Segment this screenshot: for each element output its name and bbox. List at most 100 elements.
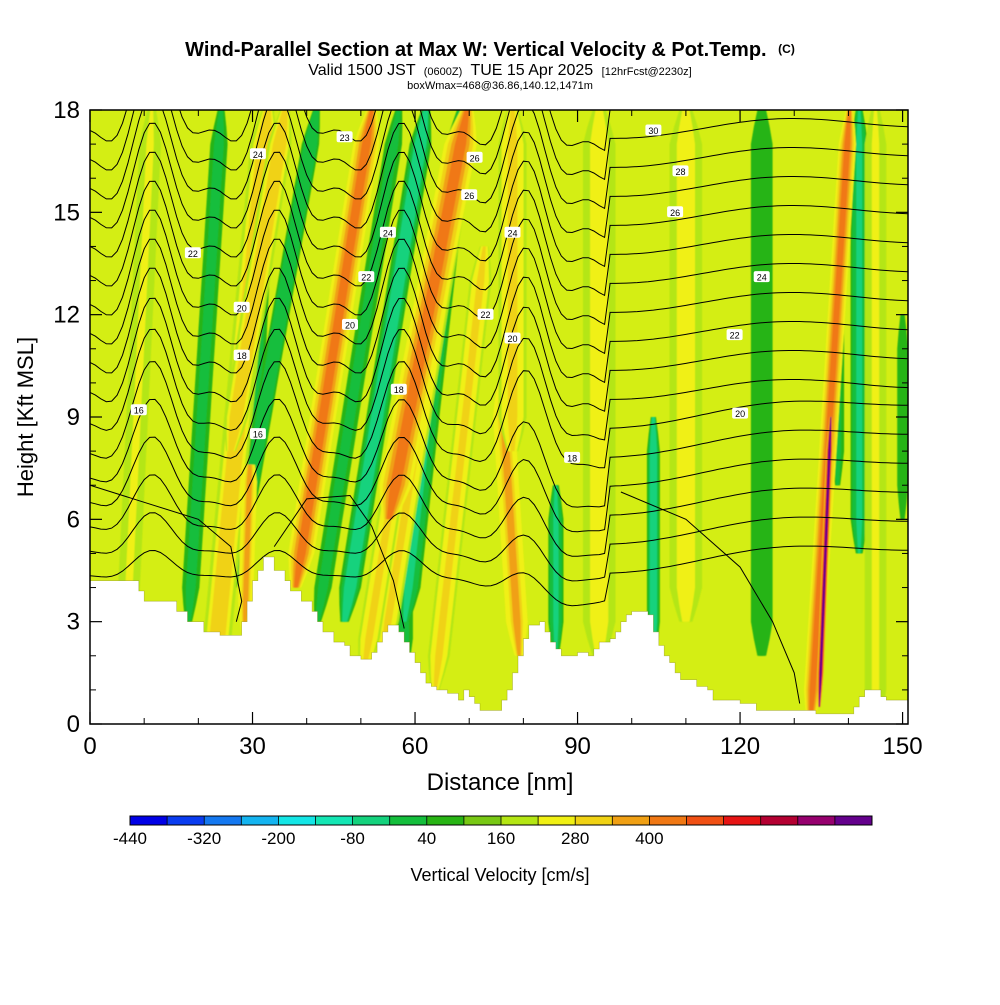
theta-contour-line [90, 398, 908, 508]
theta-label-bg [667, 206, 684, 218]
updraft-band-u15-layer-4 [818, 417, 832, 707]
theta-label-group: 24 [753, 271, 770, 283]
theta-label-bg [461, 189, 478, 201]
colorbar-tick-label: -440 [113, 829, 147, 848]
theta-label-bg [726, 329, 743, 341]
theta-label-group: 18 [390, 383, 407, 395]
updraft-band-u1-layer-4 [120, 110, 154, 724]
theta-label: 20 [237, 303, 247, 313]
chart-title: Wind-Parallel Section at Max W: Vertical… [185, 39, 766, 61]
downdraft-band-d8-layer-4 [553, 485, 559, 656]
theta-label: 24 [507, 228, 517, 238]
theta-label-bg [184, 247, 201, 259]
theta-label-bg [358, 271, 375, 283]
theta-label-group: 23 [336, 131, 353, 143]
theta-label-group: 20 [504, 332, 521, 344]
terrain-mask [90, 556, 908, 724]
colorbar-tick-label: 400 [635, 829, 663, 848]
theta-label-bg [249, 428, 266, 440]
terrain-outline [90, 556, 908, 715]
theta-label-group: 22 [358, 271, 375, 283]
colorbar: -440 -320 -200 -80 40 160 280 400 [113, 815, 873, 848]
theta-label-group: 30 [645, 124, 662, 136]
updraft-band-u9-layer-4 [433, 246, 486, 690]
theta-contour-line [90, 209, 908, 326]
theta-label-group: 20 [732, 407, 749, 419]
theta-label: 22 [188, 249, 198, 259]
y-tick-label: 12 [53, 302, 80, 329]
theta-label-group: 16 [130, 404, 147, 416]
theta-label: 24 [253, 150, 263, 160]
theta-contour-line [273, 494, 405, 629]
colorbar-swatch [760, 816, 799, 825]
y-tick-label: 15 [53, 199, 80, 226]
theta-contour-line [90, 110, 908, 181]
colorbar-swatch [315, 816, 354, 825]
theta-label-bg [379, 226, 396, 238]
theta-label-group: 20 [342, 318, 358, 330]
theta-label-group: 24 [504, 226, 521, 238]
svg-text:Wind-Parallel Section at Max W: Wind-Parallel Section at Max W: Vertical… [185, 39, 795, 61]
colorbar-swatch [538, 816, 576, 825]
theta-label: 24 [383, 228, 393, 238]
colorbar-swatch [463, 816, 502, 825]
plot-area: 24 23 30 26 28 26 26 24 24 22 22 24 20 22 20 22 20 18 18 16… [90, 110, 908, 724]
colorbar-swatch [167, 816, 205, 825]
theta-label-group: 28 [672, 165, 689, 177]
updraft-band-u11-layer-4 [507, 110, 518, 452]
theta-contour-line [90, 328, 908, 441]
updraft-band-u12-layer-4 [593, 110, 605, 656]
colorbar-swatch [130, 816, 168, 825]
colorbar-tick-label: -320 [187, 829, 221, 848]
theta-label-bg [753, 271, 770, 283]
theta-label: 16 [134, 406, 144, 416]
theta-label: 18 [567, 453, 577, 463]
y-axis-title: Height [Kft MSL] [13, 337, 38, 497]
theta-label-bg [390, 383, 407, 395]
x-axis-title: Distance [nm] [427, 769, 574, 796]
updraft-band-u4-layer-4 [229, 110, 287, 452]
theta-label-group: 18 [564, 451, 581, 463]
theta-label-group: 26 [461, 189, 478, 201]
colorbar-tick-label: 160 [487, 829, 515, 848]
colorbar-tick-label: 40 [417, 829, 436, 848]
theta-label: 24 [757, 273, 767, 283]
theta-label: 20 [507, 334, 517, 344]
x-tick-label: 0 [83, 733, 96, 760]
theta-label-group: 26 [466, 151, 483, 163]
theta-label: 22 [480, 310, 490, 320]
theta-contour-line [90, 474, 908, 557]
theta-label: 20 [735, 409, 745, 419]
downdraft-band-d10-layer-4 [758, 110, 766, 656]
updraft-band-u3-layer-4 [243, 464, 252, 636]
theta-label: 18 [237, 351, 247, 361]
valid-date: TUE 15 Apr 2025 [470, 62, 593, 79]
theta-contour-line [90, 238, 908, 355]
y-tick-label: 18 [53, 97, 80, 124]
theta-label-bg [336, 131, 353, 143]
x-tick-label: 60 [402, 733, 429, 760]
x-tick-label: 120 [720, 733, 760, 760]
y-tick-label: 0 [67, 711, 80, 738]
theta-contour-line [90, 110, 611, 152]
theta-contour-line [620, 491, 801, 704]
colorbar-swatch [389, 816, 428, 825]
theta-label: 20 [345, 320, 355, 330]
theta-contour-line [90, 484, 243, 622]
theta-label-bg [504, 226, 521, 238]
theta-contour-line [90, 361, 908, 469]
colorbar-swatch [649, 816, 687, 825]
theta-label-bg [342, 318, 358, 330]
theta-label-bg [233, 349, 250, 361]
svg-text:Valid 1500 JST (0600Z): Valid 1500 JST (0600Z) TUE 15 Apr 2025 [… [308, 62, 691, 79]
theta-label-group: 24 [249, 148, 266, 160]
valid-time: Valid 1500 JST [308, 62, 416, 79]
colorbar-swatch [723, 816, 762, 825]
theta-contour-line [90, 151, 908, 268]
y-tick-label: 3 [67, 609, 80, 636]
theta-contour-line [90, 436, 908, 533]
theta-contour-line [90, 122, 908, 239]
theta-label-bg [477, 308, 494, 320]
updraft-band-u8-layer-4 [386, 110, 470, 520]
